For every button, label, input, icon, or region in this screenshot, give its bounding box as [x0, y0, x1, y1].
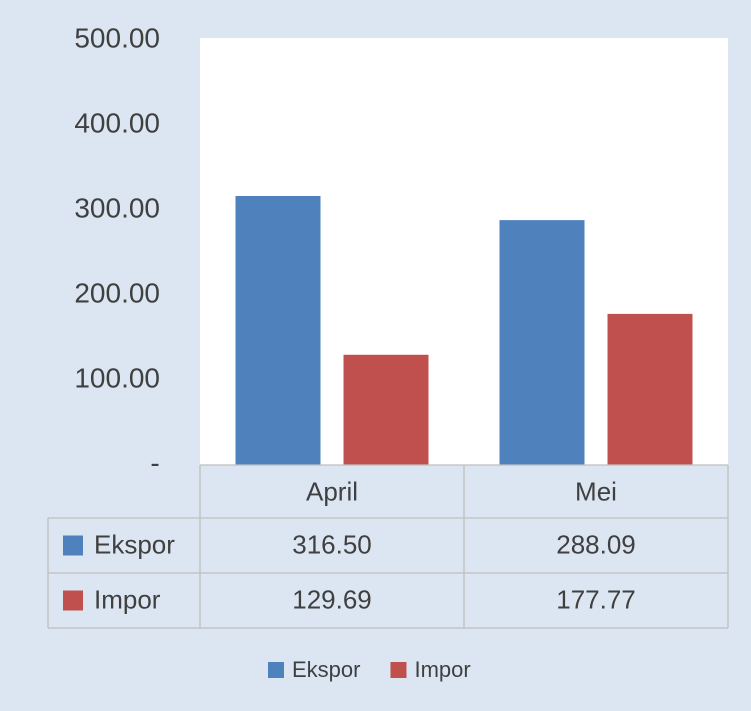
bar: [235, 195, 321, 465]
table-value: 129.69: [292, 584, 372, 614]
y-tick-label: 500.00: [74, 22, 160, 53]
table-value: 288.09: [556, 529, 636, 559]
bar: [343, 354, 429, 465]
bar: [499, 220, 585, 465]
table-legend-key: [63, 535, 83, 556]
table-series-name: Impor: [94, 584, 161, 614]
table-value: 177.77: [556, 584, 636, 614]
table-series-name: Ekspor: [94, 529, 175, 559]
x-tick-label: Mei: [575, 476, 617, 506]
y-tick-label: -: [150, 447, 159, 478]
legend-key: [390, 662, 407, 678]
bar: [607, 313, 693, 465]
table-legend-key: [63, 590, 83, 611]
table-value: 316.50: [292, 529, 372, 559]
legend-label: Ekspor: [292, 657, 360, 682]
x-tick-label: April: [306, 476, 358, 506]
y-tick-label: 400.00: [74, 107, 160, 138]
legend-key: [268, 662, 284, 678]
legend-label: Impor: [414, 657, 470, 682]
y-tick-label: 300.00: [74, 192, 160, 223]
y-tick-label: 100.00: [74, 362, 160, 393]
y-tick-label: 200.00: [74, 277, 160, 308]
